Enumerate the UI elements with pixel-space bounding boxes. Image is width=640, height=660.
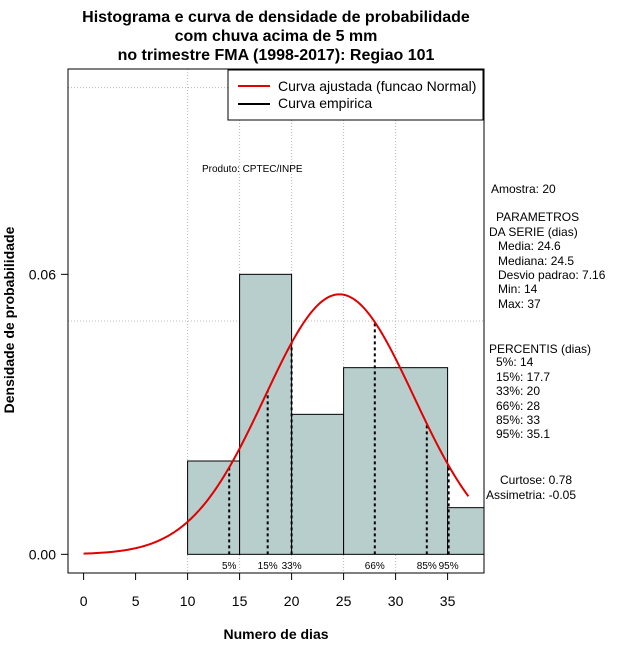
percentile-label-0: 5%	[222, 561, 237, 572]
percentile-label-5: 95%	[439, 561, 459, 572]
histogram-bar-0	[187, 460, 241, 555]
x-axis: 0 5 10 15 20 25 30 35	[80, 572, 456, 609]
sample-size: Amostra: 20	[491, 182, 556, 196]
params-title-1: PARAMETROS	[496, 210, 579, 224]
y-axis-label: Densidade de probabilidade	[1, 226, 17, 413]
x-tick-label-0: 0	[80, 593, 88, 609]
y-axis: 0.00 0.06	[29, 266, 69, 562]
normal-density-curve	[83, 293, 470, 555]
param-sd: Desvio padrao: 7.16	[498, 268, 606, 282]
title-line-1: Histograma e curva de densidade de proba…	[82, 9, 470, 26]
histogram-bars	[187, 273, 485, 555]
params-title-2: DA SERIE (dias)	[489, 225, 578, 239]
param-max: Max: 37	[498, 297, 541, 311]
param-mean: Media: 24.6	[498, 239, 561, 253]
histogram-bar-4	[447, 507, 485, 555]
percentile-lines	[228, 322, 450, 555]
legend: Curva ajustada (funcao Normal) Curva emp…	[227, 69, 484, 121]
chart-title: Histograma e curva de densidade de proba…	[82, 9, 470, 64]
legend-label-empirical: Curva empirica	[278, 95, 372, 111]
x-tick-label-6: 30	[388, 593, 404, 609]
param-median: Mediana: 24.5	[498, 254, 574, 268]
kurtosis: Curtose: 0.78	[500, 473, 572, 487]
product-annotation: Produto: CPTEC/INPE	[202, 164, 303, 175]
x-tick-label-4: 20	[284, 593, 300, 609]
percentile-33: 33%: 20	[496, 384, 540, 398]
x-axis-label: Numero de dias	[223, 626, 328, 642]
percentile-label-1: 15%	[258, 561, 278, 572]
title-line-2: com chuva acima de 5 mm	[175, 28, 378, 45]
histogram-bar-3	[343, 367, 449, 555]
stats-side-panel: Amostra: 20 PARAMETROS DA SERIE (dias) M…	[486, 182, 606, 502]
percentile-label-2: 33%	[282, 561, 302, 572]
percentile-15: 15%: 17.7	[496, 370, 550, 384]
y-tick-label-0: 0.00	[29, 546, 56, 562]
x-tick-label-7: 35	[440, 593, 456, 609]
x-tick-label-1: 5	[132, 593, 140, 609]
x-tick-label-5: 25	[336, 593, 352, 609]
percentile-labels: 5% 15% 33% 66% 85% 95%	[222, 561, 459, 572]
y-tick-label-1: 0.06	[29, 266, 56, 282]
histogram-bar-2	[291, 413, 345, 555]
skewness: Assimetria: -0.05	[486, 488, 576, 502]
percentile-95: 95%: 35.1	[496, 427, 550, 441]
title-line-3: no trimestre FMA (1998-2017): Regiao 101	[118, 47, 435, 64]
percentile-label-4: 85%	[417, 561, 437, 572]
x-tick-label-3: 15	[232, 593, 248, 609]
param-min: Min: 14	[498, 282, 538, 296]
percentile-5: 5%: 14	[496, 355, 534, 369]
percentile-66: 66%: 28	[496, 399, 540, 413]
histogram-bar-1	[239, 273, 293, 555]
percentile-85: 85%: 33	[496, 413, 540, 427]
percentiles-title: PERCENTIS (dias)	[489, 342, 591, 356]
percentile-label-3: 66%	[365, 561, 385, 572]
legend-label-fitted: Curva ajustada (funcao Normal)	[278, 78, 476, 94]
legend-box	[227, 69, 484, 121]
x-tick-label-2: 10	[180, 593, 196, 609]
